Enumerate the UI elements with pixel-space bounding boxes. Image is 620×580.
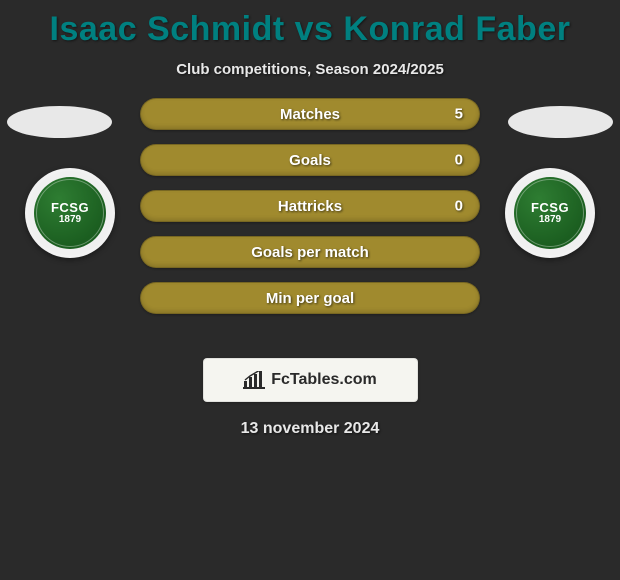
stat-right-value: 0 (455, 198, 463, 215)
player1-marker (7, 106, 112, 138)
stat-row-min-per-goal: Min per goal (140, 282, 480, 314)
stat-bars: Matches 5 Goals 0 Hattricks 0 Goals per … (140, 98, 480, 328)
shield-icon: FCSG 1879 (34, 177, 106, 249)
subtitle: Club competitions, Season 2024/2025 (0, 61, 620, 78)
shield-icon: FCSG 1879 (514, 177, 586, 249)
stat-label: Min per goal (266, 290, 354, 307)
player1-name: Isaac Schmidt (50, 10, 285, 48)
comparison-arena: FCSG 1879 FCSG 1879 Matches 5 Goals 0 Ha… (0, 98, 620, 348)
stat-label: Goals (289, 152, 331, 169)
club-logo-right: FCSG 1879 (505, 168, 595, 258)
stat-right-value: 0 (455, 152, 463, 169)
stat-right-value: 5 (455, 106, 463, 123)
page-title: Isaac Schmidt vs Konrad Faber (0, 0, 620, 49)
stat-row-goals-per-match: Goals per match (140, 236, 480, 268)
player2-marker (508, 106, 613, 138)
barchart-icon (243, 371, 265, 389)
vs-separator: vs (295, 10, 334, 48)
player2-name: Konrad Faber (343, 10, 570, 48)
brand-text: FcTables.com (271, 371, 377, 389)
stat-row-matches: Matches 5 (140, 98, 480, 130)
stat-label: Goals per match (251, 244, 369, 261)
date-label: 13 november 2024 (0, 420, 620, 438)
club-logo-left: FCSG 1879 (25, 168, 115, 258)
brand-badge[interactable]: FcTables.com (203, 358, 418, 402)
stat-row-hattricks: Hattricks 0 (140, 190, 480, 222)
stat-row-goals: Goals 0 (140, 144, 480, 176)
stat-label: Matches (280, 106, 340, 123)
stat-label: Hattricks (278, 198, 342, 215)
